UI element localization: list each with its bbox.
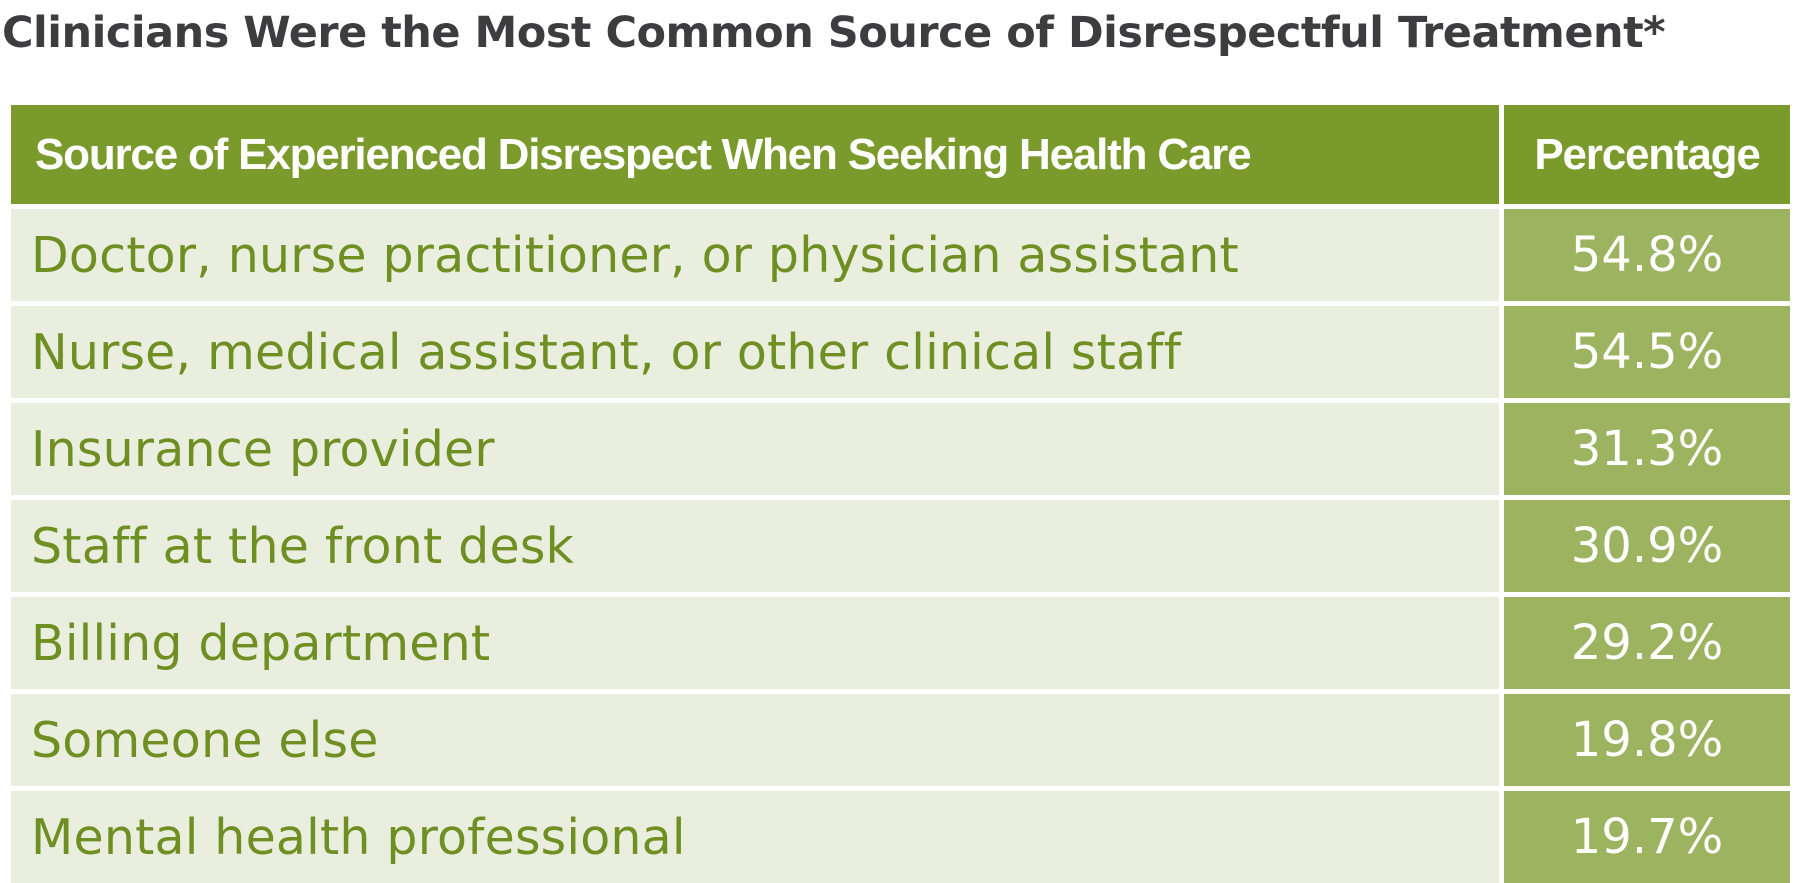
row-value: 19.7% [1504,791,1790,883]
table-row: Nurse, medical assistant, or other clini… [11,306,1790,398]
row-value: 31.3% [1504,403,1790,495]
row-label: Someone else [11,694,1499,786]
row-value: 30.9% [1504,500,1790,592]
data-table: Source of Experienced Disrespect When Se… [11,105,1790,883]
table-row: Staff at the front desk 30.9% [11,500,1790,592]
chart-title: Clinicians Were the Most Common Source o… [2,8,1666,58]
row-value: 54.5% [1504,306,1790,398]
table-row: Mental health professional 19.7% [11,791,1790,883]
row-label: Mental health professional [11,791,1499,883]
table-body: Doctor, nurse practitioner, or physician… [11,209,1790,883]
row-value: 29.2% [1504,597,1790,689]
row-label: Staff at the front desk [11,500,1499,592]
table-row: Insurance provider 31.3% [11,403,1790,495]
table-header-row: Source of Experienced Disrespect When Se… [11,105,1790,204]
row-label: Insurance provider [11,403,1499,495]
column-header-source: Source of Experienced Disrespect When Se… [11,105,1499,204]
row-value: 19.8% [1504,694,1790,786]
table-row: Someone else 19.8% [11,694,1790,786]
row-label: Nurse, medical assistant, or other clini… [11,306,1499,398]
table-row: Doctor, nurse practitioner, or physician… [11,209,1790,301]
row-label: Billing department [11,597,1499,689]
table-row: Billing department 29.2% [11,597,1790,689]
row-value: 54.8% [1504,209,1790,301]
column-header-percentage: Percentage [1504,105,1790,204]
row-label: Doctor, nurse practitioner, or physician… [11,209,1499,301]
